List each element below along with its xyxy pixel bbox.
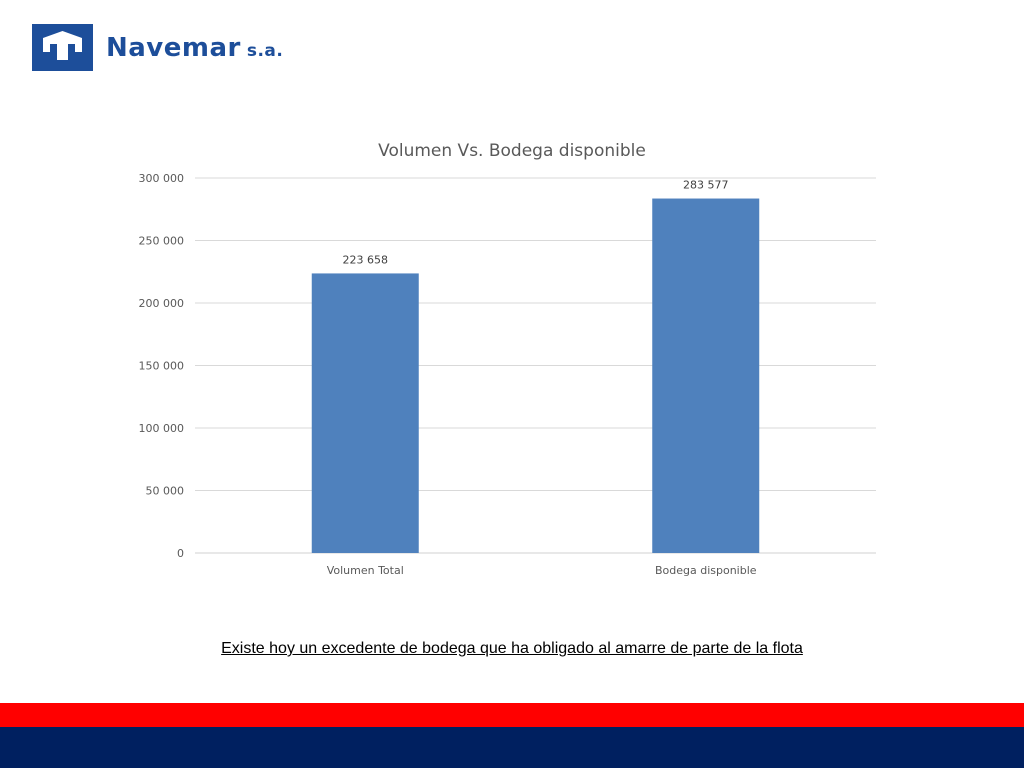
chart-title: Volumen Vs. Bodega disponible [378,141,646,161]
chart-gridlines [195,177,876,554]
slide-caption: Existe hoy un excedente de bodega que ha… [221,640,803,657]
x-tick-label: Bodega disponible [655,564,757,577]
y-tick-label: 150 000 [139,360,185,373]
chart-bars: 223 658 283 577 [311,179,760,553]
x-axis-ticks: Volumen Total Bodega disponible [327,564,757,577]
brand-name: Navemar s.a. [106,35,283,61]
brand-suffix: s.a. [246,40,284,61]
bar-value-label: 283 577 [683,179,729,192]
company-logo: Navemar s.a. [32,24,283,71]
bar [311,273,419,553]
bar [652,198,760,553]
x-tick-label: Volumen Total [327,564,404,577]
y-tick-label: 250 000 [139,235,185,248]
y-tick-label: 300 000 [139,172,185,185]
brand-name-text: Navemar [106,32,241,63]
navemar-logo-icon [32,24,93,71]
y-tick-label: 0 [177,547,184,560]
y-tick-label: 100 000 [139,422,185,435]
y-axis-ticks: 0 50 000 100 000 150 000 200 000 250 000 300 0… [139,172,185,560]
y-tick-label: 50 000 [146,485,185,498]
bar-chart: Volumen Vs. Bodega disponible 0 50 000 100… [139,141,876,577]
bar-value-label: 223 658 [343,253,389,266]
y-tick-label: 200 000 [139,297,185,310]
footer-band-navy [0,727,1024,768]
footer-band-red [0,703,1024,727]
